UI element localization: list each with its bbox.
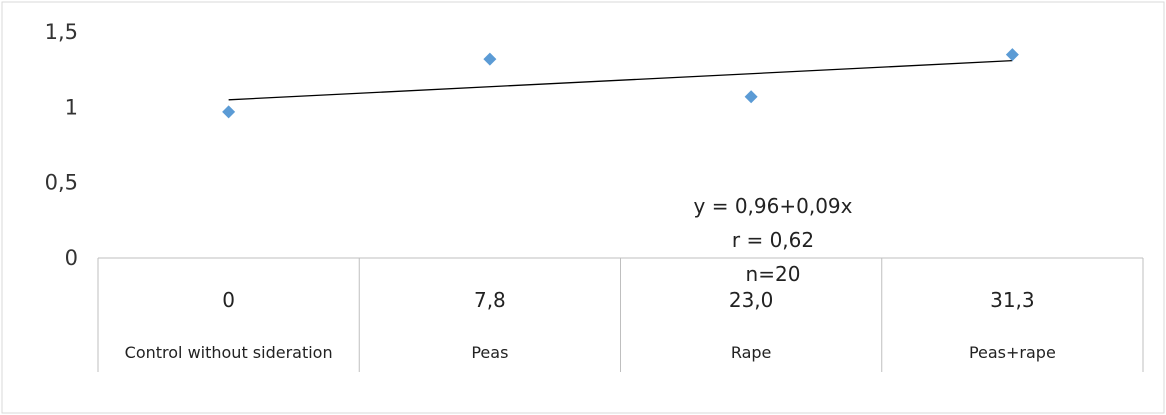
data-point: [1005, 48, 1019, 62]
regression-annotation: y = 0,96+0,09x r = 0,62 n=20: [694, 194, 853, 286]
category-name-label: Control without sideration: [125, 343, 333, 362]
data-point: [744, 90, 758, 104]
category-table: [97, 257, 1144, 372]
category-value-label: 31,3: [990, 288, 1035, 312]
annotation-line: y = 0,96+0,09x: [694, 194, 853, 218]
trendline-group: [228, 59, 1013, 101]
category-value-label: 7,8: [474, 288, 506, 312]
category-name-label: Peas+rape: [969, 343, 1056, 362]
data-point: [483, 52, 497, 66]
category-labels: 0 Control without sideration 7,8 Peas 23,0 Ra…: [125, 288, 1056, 362]
y-tick-label: 0: [65, 246, 78, 270]
trendline: [228, 59, 1013, 101]
category-name-label: Peas: [471, 343, 508, 362]
data-point: [222, 105, 236, 119]
y-axis-ticks: 0 0,5 1 1,5: [45, 20, 78, 270]
y-tick-label: 1: [65, 95, 78, 119]
annotation-line: r = 0,62: [732, 228, 814, 252]
category-value-label: 23,0: [729, 288, 774, 312]
category-value-label: 0: [222, 288, 235, 312]
y-tick-label: 1,5: [45, 20, 78, 44]
annotation-line: n=20: [746, 262, 801, 286]
data-points: [222, 48, 1019, 119]
category-name-label: Rape: [731, 343, 772, 362]
y-tick-label: 0,5: [45, 171, 78, 195]
